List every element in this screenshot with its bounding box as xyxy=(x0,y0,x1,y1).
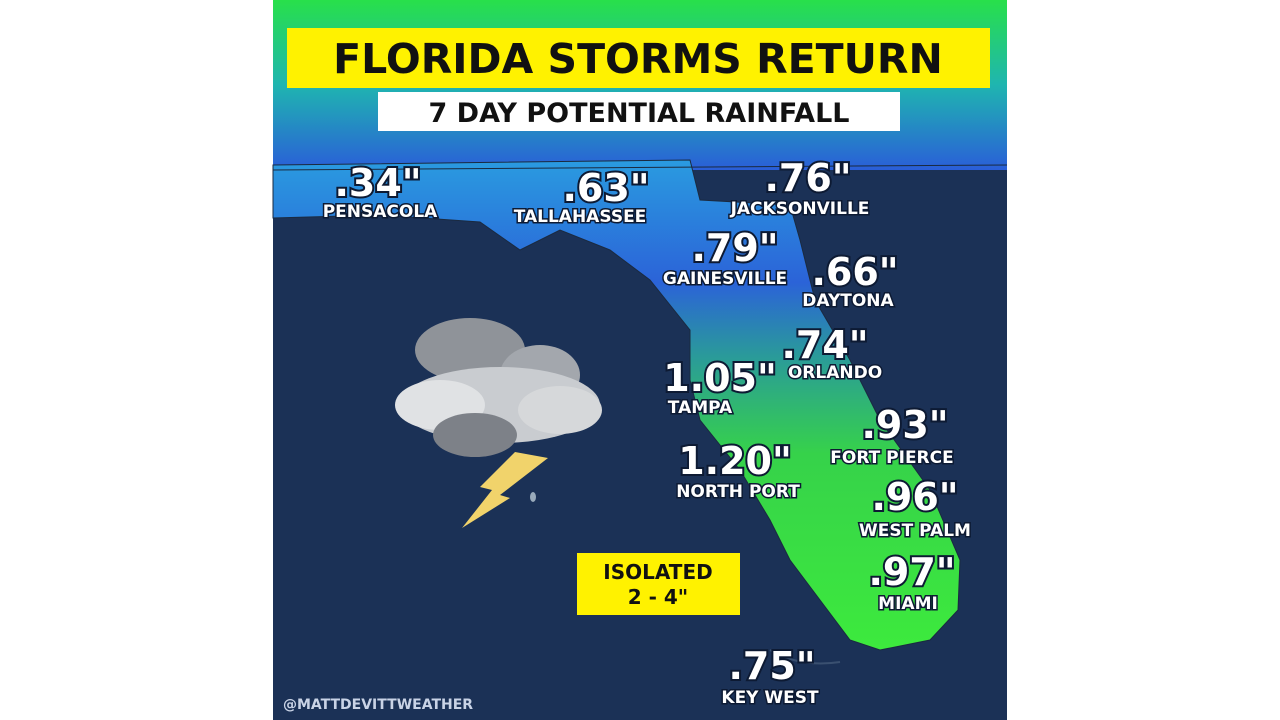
title: FLORIDA STORMS RETURN xyxy=(333,35,943,83)
rain-amount: .34" xyxy=(334,161,421,205)
city-name: JACKSONVILLE xyxy=(730,199,870,219)
rain-amount: .74" xyxy=(781,323,868,367)
city-name: TAMPA xyxy=(668,398,733,418)
city-name: NORTH PORT xyxy=(676,482,800,502)
rain-amount: .76" xyxy=(764,156,851,200)
rain-amount: .66" xyxy=(811,250,898,294)
florida xyxy=(272,159,961,651)
rain-amount: .75" xyxy=(728,644,815,688)
state-border xyxy=(272,164,1008,171)
callout-line: ISOLATED xyxy=(603,560,712,584)
city-name: WEST PALM xyxy=(859,521,971,541)
subtitle: 7 DAY POTENTIAL RAINFALL xyxy=(428,98,849,129)
credit: @MATTDEVITTWEATHER xyxy=(283,697,473,713)
rain-amount: 1.05" xyxy=(663,356,777,400)
callout-box xyxy=(577,553,740,615)
rain-amount: .63" xyxy=(562,166,649,210)
callout-line: 2 - 4" xyxy=(628,585,688,609)
rain-amount: .97" xyxy=(868,550,955,594)
city-name: TALLAHASSEE xyxy=(514,207,647,227)
city-name: PENSACOLA xyxy=(323,202,438,222)
city-name: GAINESVILLE xyxy=(663,269,787,289)
city-name: ORLANDO xyxy=(788,363,882,383)
city-name: DAYTONA xyxy=(802,291,894,311)
rain-amount: .79" xyxy=(691,226,778,270)
subtitle-banner xyxy=(378,92,900,131)
city-name: MIAMI xyxy=(878,594,938,614)
city-name: FORT PIERCE xyxy=(830,448,953,468)
rain-amount: .96" xyxy=(871,475,958,519)
city-name: KEY WEST xyxy=(721,688,819,708)
keys xyxy=(769,649,841,665)
rain-amount: .93" xyxy=(861,403,948,447)
storm-icon xyxy=(395,318,602,528)
rain-amount: 1.20" xyxy=(678,439,792,483)
title-banner xyxy=(287,28,990,88)
